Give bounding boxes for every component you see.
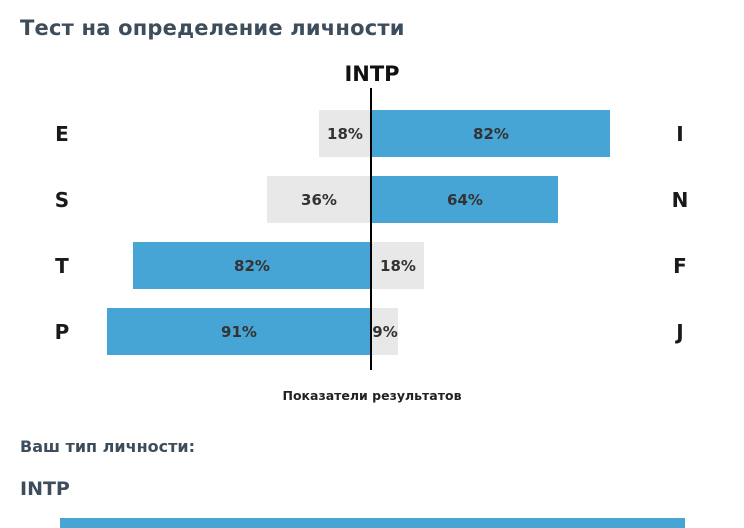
side-label-right: I: [676, 121, 684, 146]
bar-right: 82%: [372, 110, 610, 157]
bar-left: 18%: [319, 110, 371, 157]
chart-title: INTP: [344, 62, 400, 86]
bottom-button-partial[interactable]: [60, 518, 685, 528]
side-label-left: T: [55, 253, 69, 278]
bar-value: 18%: [380, 256, 416, 275]
bar-value: 82%: [234, 256, 270, 275]
chart-rows-area: E I 18% 82% S N 36% 64% T F 82% 18% P J 91% 9%: [0, 88, 744, 370]
bar-value: 9%: [372, 322, 398, 341]
page-title: Тест на определение личности: [20, 16, 405, 40]
bar-right: 9%: [372, 308, 398, 355]
result-value: INTP: [20, 478, 70, 500]
bar-left: 36%: [267, 176, 371, 223]
bar-left: 91%: [107, 308, 371, 355]
chart-row: T F 82% 18%: [0, 242, 744, 289]
chart-row: P J 91% 9%: [0, 308, 744, 355]
x-axis-label: Показатели результатов: [282, 388, 462, 403]
bar-left: 82%: [133, 242, 371, 289]
side-label-left: E: [55, 121, 69, 146]
bar-value: 91%: [221, 322, 257, 341]
bar-value: 82%: [473, 124, 509, 143]
side-label-right: F: [673, 253, 687, 278]
bar-value: 64%: [447, 190, 483, 209]
bar-right: 18%: [372, 242, 424, 289]
chart-row: S N 36% 64%: [0, 176, 744, 223]
bar-right: 64%: [372, 176, 558, 223]
side-label-left: P: [54, 319, 70, 344]
chart-row: E I 18% 82%: [0, 110, 744, 157]
bar-value: 36%: [301, 190, 337, 209]
side-label-right: N: [671, 187, 689, 212]
chart-rows: E I 18% 82% S N 36% 64% T F 82% 18% P J 91% 9%: [0, 110, 744, 355]
bar-value: 18%: [327, 124, 363, 143]
side-label-right: J: [676, 319, 684, 344]
center-axis-line: [370, 88, 372, 370]
personality-chart: INTP E I 18% 82% S N 36% 64% T F 82% 18% P J 91% 9% Пок…: [0, 62, 744, 403]
result-label: Ваш тип личности:: [20, 437, 195, 456]
side-label-left: S: [54, 187, 70, 212]
